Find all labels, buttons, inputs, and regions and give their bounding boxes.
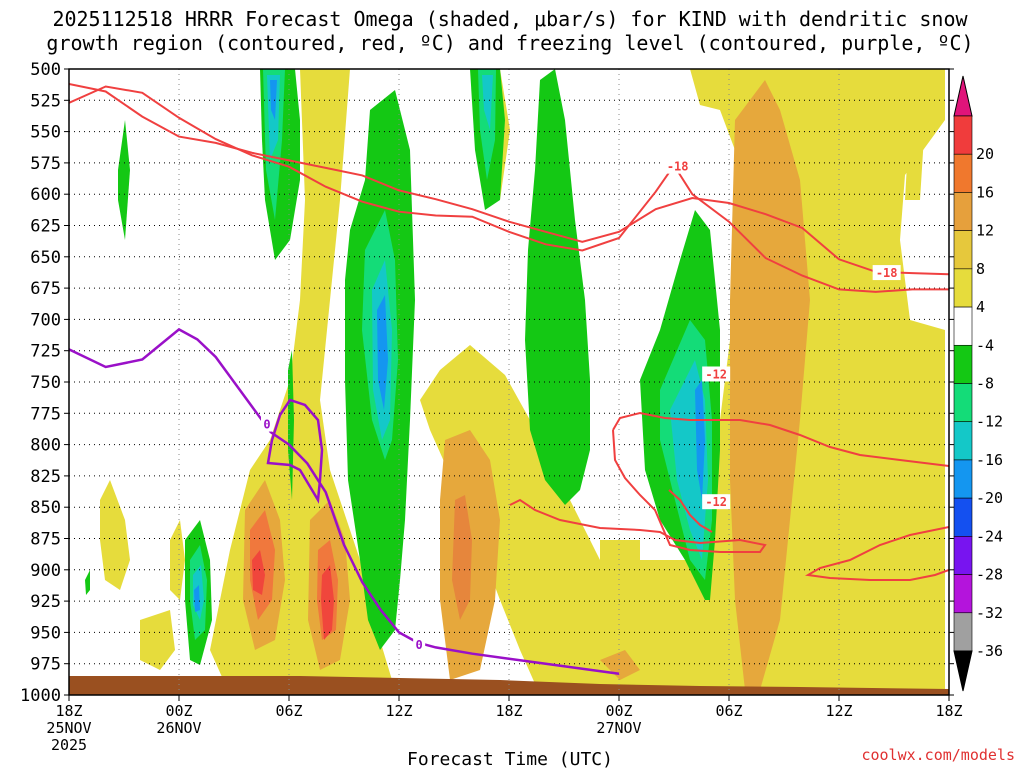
colorbar-swatch <box>953 574 973 614</box>
y-tick-label: 525 <box>30 91 61 111</box>
colorbar-tick-label: -4 <box>976 336 994 354</box>
x-tick-label: 25NOV <box>46 719 91 737</box>
plot-area: -18 -18 -12 -12 0 0 <box>69 69 949 695</box>
colorbar-tick-label: -24 <box>976 527 1003 545</box>
colorbar-tick-label: 20 <box>976 145 994 163</box>
dgz-loop-contour-4 <box>668 489 713 533</box>
credit-text: coolwx.com/models <box>861 746 1015 764</box>
colorbar-tick-label: -20 <box>976 489 1003 507</box>
y-tick-label: 725 <box>30 342 61 362</box>
chart-title-line1: 2025112518 HRRR Forecast Omega (shaded, … <box>52 7 968 31</box>
colorbar-tick-label: -36 <box>976 642 1003 660</box>
terrain-ground <box>69 676 949 695</box>
x-tick-label: 26NOV <box>156 719 201 737</box>
y-tick-label: 550 <box>30 123 61 143</box>
x-axis-label: Forecast Time (UTC) <box>407 749 613 768</box>
contour-label-bg <box>872 265 901 281</box>
y-tick-label: 1000 <box>20 686 61 706</box>
y-tick-label: 750 <box>30 373 61 393</box>
colorbar-tick-label: 8 <box>976 260 985 278</box>
y-tick-label: 625 <box>30 217 61 237</box>
omega-shading-16-20 <box>252 550 334 640</box>
y-tick-label: 600 <box>30 185 61 205</box>
x-tick-label: 27NOV <box>596 719 641 737</box>
grid-lines <box>69 69 949 695</box>
x-tick-label: 12Z <box>825 702 852 720</box>
x-tick-label: 18Z <box>495 702 522 720</box>
contour-labels: -18 -18 -12 -12 0 0 <box>261 158 901 652</box>
dgz-loop-contour-1 <box>612 411 949 467</box>
contour-label-bg <box>702 366 731 382</box>
y-tick-label: 850 <box>30 498 61 518</box>
colorbar-bottom-arrow <box>953 650 973 692</box>
colorbar-swatch <box>953 344 973 384</box>
colorbar-swatch <box>953 383 973 423</box>
colorbar-swatch <box>953 268 973 308</box>
y-tick-label: 650 <box>30 248 61 268</box>
colorbar-tick-label: -16 <box>976 451 1003 469</box>
y-tick-label: 800 <box>30 436 61 456</box>
colorbar-swatch <box>953 612 973 652</box>
colorbar: 20 16 12 8 4 -4 -8 -12 -16 -20 -24 -28 -32 -36 <box>953 75 1003 692</box>
colorbar-swatch <box>953 230 973 270</box>
x-tick-label: 2025 <box>51 736 87 754</box>
colorbar-swatch <box>953 115 973 155</box>
contour-label-bg <box>663 158 692 174</box>
dgz-loop-contour-3 <box>804 526 949 581</box>
colorbar-swatch <box>953 306 973 346</box>
x-tick-label: 18Z <box>935 702 962 720</box>
y-tick-label: 775 <box>30 404 61 424</box>
dgz-lower-contour <box>69 83 949 276</box>
dgz-upper-contour <box>69 85 949 293</box>
y-tick-label: 975 <box>30 655 61 675</box>
colorbar-swatch <box>953 192 973 231</box>
colorbar-tick-label: 16 <box>976 183 994 201</box>
colorbar-swatch <box>953 536 973 575</box>
contour-label: -18 <box>876 266 898 280</box>
contour-label: 0 <box>416 638 423 652</box>
colorbar-tick-label: -32 <box>976 604 1003 622</box>
contour-label-bg <box>261 416 273 432</box>
y-tick-label: 500 <box>30 60 61 80</box>
freezing-level-bubble <box>266 398 324 504</box>
y-tick-label: 925 <box>30 592 61 612</box>
colorbar-tick-label: 4 <box>976 298 985 316</box>
dgz-contours <box>69 83 949 581</box>
freezing-level-contour <box>69 327 620 675</box>
y-tick-label: 675 <box>30 279 61 299</box>
y-axis: 500 525 550 575 600 625 650 675 700 725 750 775 800 8… <box>20 60 954 706</box>
x-tick-label: 00Z <box>605 702 632 720</box>
y-tick-label: 875 <box>30 530 61 550</box>
y-tick-label: 825 <box>30 467 61 487</box>
colorbar-swatch <box>953 497 973 537</box>
contour-label: -18 <box>667 160 689 174</box>
colorbar-swatch <box>953 459 973 499</box>
colorbar-swatch <box>953 421 973 461</box>
contour-label-bg <box>413 636 426 652</box>
contour-label: -12 <box>705 367 727 381</box>
chart-title-line2: growth region (contoured, red, ºC) and f… <box>46 31 973 55</box>
colorbar-tick-label: -8 <box>976 375 994 393</box>
x-tick-label: 18Z <box>55 702 82 720</box>
x-tick-label: 06Z <box>715 702 742 720</box>
colorbar-tick-label: -12 <box>976 413 1003 431</box>
x-tick-label: 00Z <box>165 702 192 720</box>
omega-shading-neg16-20 <box>194 80 705 612</box>
x-tick-label: 06Z <box>275 702 302 720</box>
colorbar-top-arrow <box>953 75 973 117</box>
x-tick-label: 12Z <box>385 702 412 720</box>
y-tick-label: 575 <box>30 154 61 174</box>
contour-label: 0 <box>263 418 270 432</box>
colorbar-tick-label: -28 <box>976 566 1003 584</box>
y-tick-label: 900 <box>30 561 61 581</box>
colorbar-swatch <box>953 153 973 193</box>
contour-label: -12 <box>705 495 727 509</box>
y-tick-label: 950 <box>30 623 61 643</box>
contour-label-bg <box>702 494 731 510</box>
colorbar-tick-label: 12 <box>976 222 994 240</box>
y-tick-label: 700 <box>30 310 61 330</box>
dgz-loop-contour-2 <box>509 429 767 553</box>
